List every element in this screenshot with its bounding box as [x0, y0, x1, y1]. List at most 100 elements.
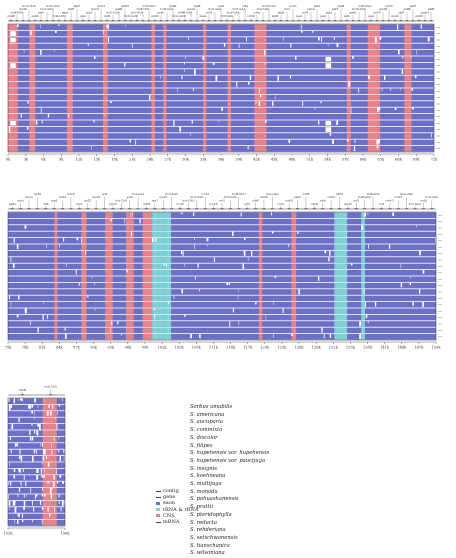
trna-rrna-block — [162, 276, 165, 282]
gene-arrow — [304, 20, 307, 21]
species-legend-item: S. multijuga — [190, 481, 340, 489]
alignment-row — [8, 257, 442, 263]
row-background — [8, 219, 436, 225]
cns-block — [103, 133, 108, 139]
variable-site — [65, 334, 67, 339]
trna-rrna-block — [361, 296, 365, 302]
variable-site — [52, 405, 53, 409]
variable-site — [21, 398, 22, 401]
axis-tick-label: 96k — [124, 346, 132, 350]
variable-site — [9, 462, 10, 466]
trna-rrna-block — [334, 219, 336, 225]
cns-block — [15, 140, 18, 146]
variable-site — [23, 469, 24, 472]
variable-site — [428, 37, 430, 41]
cns-block — [53, 488, 57, 494]
cns-block — [43, 501, 47, 507]
variable-site — [8, 482, 9, 485]
cns-block — [404, 146, 411, 152]
axis-tick-label: 153k — [3, 532, 13, 536]
gene-label: atpH — [74, 4, 81, 8]
alignment-row — [8, 469, 65, 475]
cns-block — [143, 334, 148, 340]
variable-site — [21, 114, 22, 118]
cns-block — [105, 296, 107, 302]
variable-site — [239, 44, 240, 49]
alignment-gap — [10, 37, 16, 42]
axis-tick-label: 75k — [5, 346, 13, 350]
trna-rrna-block — [152, 257, 159, 263]
cns-block — [8, 114, 15, 120]
gene-label: trnI-CAU — [115, 199, 127, 203]
cns-block — [126, 308, 130, 314]
cns-block — [151, 63, 155, 69]
trna-rrna-block — [162, 289, 165, 295]
variable-site — [87, 296, 88, 298]
gene-arrow — [430, 20, 433, 21]
axis-tick-label: 60k — [360, 158, 368, 162]
gene-arrow — [288, 208, 291, 209]
alignment-row — [8, 212, 442, 218]
variable-site — [66, 264, 67, 267]
gene-arrow — [358, 20, 361, 21]
gene-arrow — [244, 20, 247, 21]
cns-block — [254, 146, 257, 152]
cns-block — [374, 50, 378, 56]
cns-block — [262, 82, 267, 88]
cns-block — [132, 238, 134, 244]
cns-block — [347, 133, 351, 139]
cns-block — [67, 127, 73, 133]
cns-block — [227, 44, 231, 50]
gene-arrow — [76, 20, 79, 21]
variable-site — [355, 140, 356, 143]
trna-rrna-block — [165, 219, 171, 225]
variable-site — [32, 520, 33, 522]
variable-site — [37, 424, 39, 427]
variable-site — [229, 283, 230, 285]
alignment-row — [8, 264, 442, 270]
gene-arrow — [204, 208, 207, 209]
cns-block — [259, 225, 262, 231]
trna-rrna-block — [162, 225, 165, 231]
variable-site — [163, 264, 164, 266]
cns-block — [151, 82, 155, 88]
cns-block — [227, 95, 231, 101]
cns-block — [258, 140, 262, 146]
axis-tick-label: 87k — [73, 346, 81, 350]
cns-block — [374, 101, 378, 107]
cns-block — [404, 37, 411, 43]
variable-site — [290, 44, 291, 48]
cns-block — [347, 108, 351, 114]
cns-block — [404, 88, 411, 94]
cns-block — [126, 232, 130, 238]
cns-block — [67, 146, 73, 152]
cns-block — [254, 31, 257, 37]
cns-block — [126, 283, 130, 289]
variable-site — [260, 95, 261, 97]
alignment-row — [8, 276, 442, 282]
trna-rrna-block — [152, 264, 159, 270]
cns-block — [227, 37, 231, 43]
variable-site — [108, 24, 109, 29]
cns-block — [227, 69, 231, 75]
cns-block — [8, 140, 15, 146]
variable-site — [256, 101, 257, 104]
variable-site — [43, 315, 44, 320]
cns-block — [378, 114, 380, 120]
cns-block — [53, 430, 57, 436]
variable-site — [51, 443, 52, 448]
variable-site — [50, 411, 51, 415]
axis-tick-label: 93k — [107, 346, 115, 350]
axis-tick-label: 18k — [111, 158, 119, 162]
cns-block — [368, 44, 374, 50]
gene-arrow — [226, 20, 229, 21]
cns-block — [378, 31, 380, 37]
row-background — [8, 232, 436, 238]
variable-site — [42, 488, 43, 491]
cns-block — [148, 296, 152, 302]
cns-block — [151, 140, 155, 146]
cns-block — [130, 238, 132, 244]
cns-block — [291, 212, 296, 218]
cns-block — [103, 140, 108, 146]
variable-site — [184, 264, 185, 267]
